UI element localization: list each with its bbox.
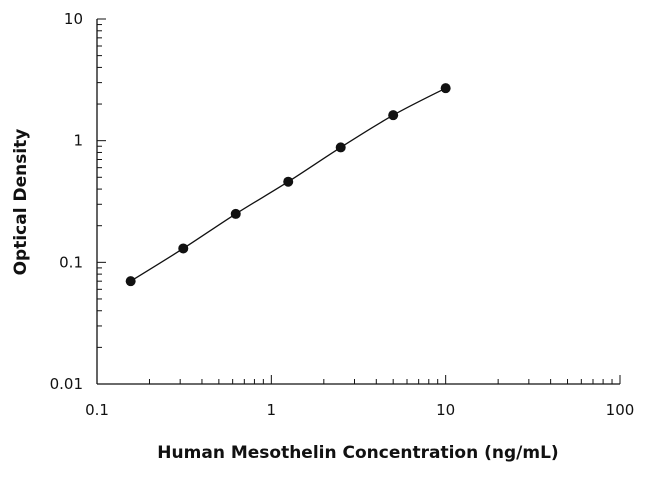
y-tick-label: 0.01 xyxy=(50,375,83,393)
x-tick-label: 0.1 xyxy=(85,401,109,419)
x-tick-label: 1 xyxy=(267,401,277,419)
y-tick-label: 0.1 xyxy=(59,253,83,271)
data-point xyxy=(440,83,451,94)
axes xyxy=(96,19,620,385)
data-point xyxy=(283,176,294,187)
data-point xyxy=(335,142,346,153)
data-point xyxy=(125,276,136,287)
data-point xyxy=(178,243,189,254)
y-tick-label: 1 xyxy=(73,132,83,150)
x-tick-label: 100 xyxy=(606,401,635,419)
y-axis-title: Optical Density xyxy=(11,129,31,276)
data-point xyxy=(388,110,399,121)
x-tick-label: 10 xyxy=(436,401,455,419)
x-axis-title: Human Mesothelin Concentration (ng/mL) xyxy=(157,443,558,463)
tick-marks xyxy=(96,18,621,385)
data-points xyxy=(125,83,451,287)
y-tick-label: 10 xyxy=(64,10,83,28)
data-point xyxy=(230,208,241,219)
